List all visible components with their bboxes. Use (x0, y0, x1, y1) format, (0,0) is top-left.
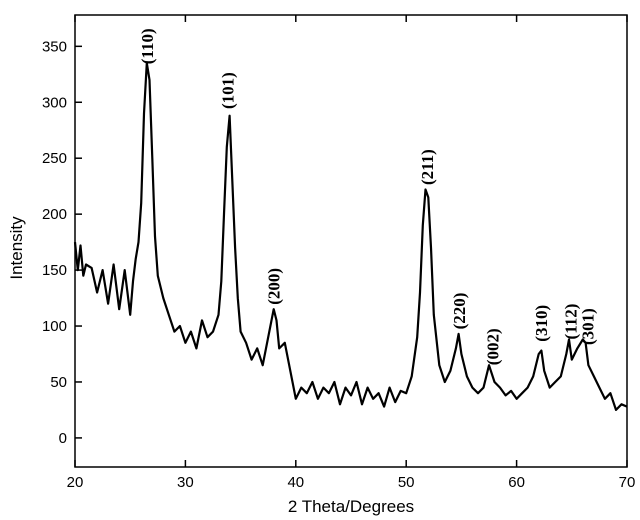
peak-label: (211) (418, 149, 437, 185)
y-axis-label: Intensity (7, 216, 26, 280)
peak-label: (110) (138, 28, 157, 64)
y-tick-label: 150 (42, 262, 67, 279)
x-tick-label: 60 (508, 474, 525, 491)
x-tick-label: 30 (177, 474, 194, 491)
y-tick-label: 100 (42, 318, 67, 335)
data-line (73, 62, 628, 411)
peak-label: (301) (578, 308, 597, 345)
peak-label: (200) (265, 268, 284, 305)
y-tick-label: 300 (42, 94, 67, 111)
peak-label: (101) (218, 72, 237, 109)
x-axis-label: 2 Theta/Degrees (288, 497, 414, 516)
peak-label: (112) (562, 304, 581, 340)
x-tick-label: 20 (67, 474, 84, 491)
peak-label: (220) (450, 293, 469, 330)
peak-label: (002) (483, 328, 502, 365)
y-tick-label: 50 (50, 374, 67, 391)
x-tick-label: 50 (398, 474, 415, 491)
x-tick-label: 70 (619, 474, 636, 491)
y-tick-label: 350 (42, 38, 67, 55)
y-tick-label: 250 (42, 150, 67, 167)
x-tick-label: 40 (287, 474, 304, 491)
peak-label: (310) (532, 305, 551, 342)
y-tick-label: 0 (59, 430, 67, 447)
plot-frame (74, 14, 628, 468)
y-tick-label: 200 (42, 206, 67, 223)
